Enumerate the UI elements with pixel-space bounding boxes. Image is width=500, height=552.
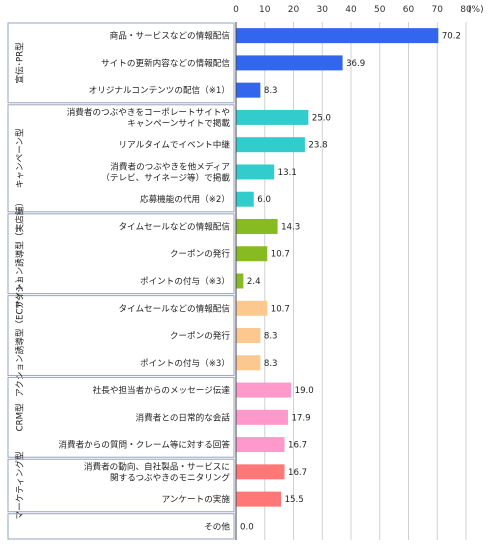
unit-label: (%) bbox=[468, 5, 484, 15]
group-title: マーケティング型 bbox=[14, 451, 26, 519]
data-label: 25.0 bbox=[312, 113, 331, 123]
group-frames: 宣伝･PR型キャンペーン型アクション誘導型（実店舗）アクション誘導型（ECサイト… bbox=[7, 22, 235, 540]
bar bbox=[236, 491, 282, 507]
data-label: 10.7 bbox=[271, 304, 290, 314]
category-label: ポイントの付与（※3） bbox=[140, 276, 230, 287]
category-label: 消費者との日常的な会話 bbox=[136, 411, 231, 423]
x-tick-label: 30 bbox=[317, 5, 329, 15]
bar bbox=[236, 55, 343, 71]
category-label: キャンペーンサイトで掲載 bbox=[127, 117, 230, 129]
x-tick-label: 70 bbox=[432, 5, 444, 15]
category-label: サイトの更新内容などの情報配信 bbox=[101, 57, 230, 69]
bars: 70.2 36.9 8.3 25.0 23.8 13.1 6.0 14.3 10.7 2.4 10.… bbox=[236, 28, 461, 532]
data-label: 23.8 bbox=[308, 141, 327, 151]
bar bbox=[236, 28, 439, 44]
group-title: CRM型 bbox=[15, 403, 26, 431]
category-label: タイムセールなどの情報配信 bbox=[118, 220, 230, 232]
gridlines bbox=[235, 22, 467, 540]
bar bbox=[236, 409, 288, 425]
bar bbox=[236, 82, 261, 98]
category-label: 消費者からの質問・クレーム等に対する回答 bbox=[58, 439, 230, 451]
group-title: アクション誘導型（実店舗） bbox=[14, 198, 26, 309]
bar bbox=[236, 109, 309, 125]
x-tick-label: 10 bbox=[259, 5, 271, 15]
group-frame bbox=[7, 104, 235, 213]
category-label: （テレビ、サイネージ等）で掲載 bbox=[101, 171, 230, 183]
group-frame bbox=[7, 22, 235, 104]
category-label: クーポンの発行 bbox=[170, 248, 231, 260]
data-label: 8.3 bbox=[264, 359, 278, 369]
data-label: 10.7 bbox=[271, 250, 290, 260]
category-label: リアルタイムでイベント中継 bbox=[119, 139, 231, 151]
data-label: 16.7 bbox=[288, 441, 307, 451]
bar bbox=[236, 164, 275, 180]
category-label: 関するつぶやきのモニタリング bbox=[110, 471, 230, 483]
bar bbox=[236, 273, 244, 289]
bar bbox=[236, 464, 285, 480]
data-label: 17.9 bbox=[291, 413, 310, 423]
group-frame bbox=[7, 295, 235, 376]
category-label: 商品・サービスなどの情報配信 bbox=[110, 30, 231, 42]
data-label: 0.0 bbox=[240, 522, 254, 532]
bar bbox=[236, 300, 268, 316]
bar bbox=[236, 218, 278, 234]
group-title: アクション誘導型（ECサイト） bbox=[14, 274, 26, 397]
category-label: 消費者のつぶやきを他メディア bbox=[110, 160, 230, 172]
category-label: 消費者の動向、自社製品・サービスに bbox=[84, 460, 230, 472]
bar bbox=[236, 437, 285, 453]
data-label: 15.5 bbox=[285, 495, 304, 505]
bar bbox=[236, 382, 292, 398]
category-label: アンケートの実施 bbox=[162, 493, 231, 505]
category-label: 消費者のつぶやきをコーポレートサイトや bbox=[67, 106, 230, 118]
category-labels: 商品・サービスなどの情報配信サイトの更新内容などの情報配信オリジナルコンテンツの… bbox=[58, 30, 230, 533]
data-label: 19.0 bbox=[295, 386, 314, 396]
group-frame bbox=[7, 513, 235, 540]
bar bbox=[236, 246, 268, 262]
group-title: キャンペーン型 bbox=[15, 128, 26, 188]
x-axis-ticks: 0 10 20 30 40 50 60 70 80 bbox=[233, 5, 472, 15]
x-tick-label: 50 bbox=[374, 5, 386, 15]
category-label: 社長や担当者からのメッセージ伝達 bbox=[93, 384, 231, 396]
x-tick-label: 80 bbox=[460, 5, 472, 15]
bar bbox=[236, 328, 261, 344]
group-frame bbox=[7, 458, 235, 513]
category-label: 応募機能の代用（※2） bbox=[140, 193, 230, 205]
group-frame bbox=[7, 376, 235, 458]
category-label: クーポンの発行 bbox=[170, 330, 231, 342]
data-label: 70.2 bbox=[442, 32, 461, 42]
bar bbox=[236, 191, 254, 207]
data-label: 16.7 bbox=[288, 468, 307, 478]
group-frame bbox=[7, 213, 235, 295]
x-tick-label: 20 bbox=[288, 5, 300, 15]
x-tick-label: 0 bbox=[233, 5, 239, 15]
x-tick-label: 60 bbox=[403, 5, 415, 15]
data-label: 8.3 bbox=[264, 332, 278, 342]
data-label: 13.1 bbox=[278, 168, 297, 178]
bar bbox=[236, 355, 261, 371]
category-label: オリジナルコンテンツの配信（※1） bbox=[89, 84, 230, 96]
category-label: ポイントの付与（※3） bbox=[140, 358, 230, 369]
category-label: その他 bbox=[204, 520, 230, 532]
x-tick-label: 40 bbox=[345, 5, 357, 15]
data-label: 6.0 bbox=[257, 195, 271, 205]
group-title: 宣伝･PR型 bbox=[14, 42, 26, 84]
data-label: 36.9 bbox=[346, 59, 365, 69]
data-label: 14.3 bbox=[281, 222, 300, 232]
data-label: 2.4 bbox=[247, 277, 261, 287]
bar bbox=[236, 137, 305, 153]
category-label: タイムセールなどの情報配信 bbox=[118, 302, 230, 314]
data-label: 8.3 bbox=[264, 86, 278, 96]
